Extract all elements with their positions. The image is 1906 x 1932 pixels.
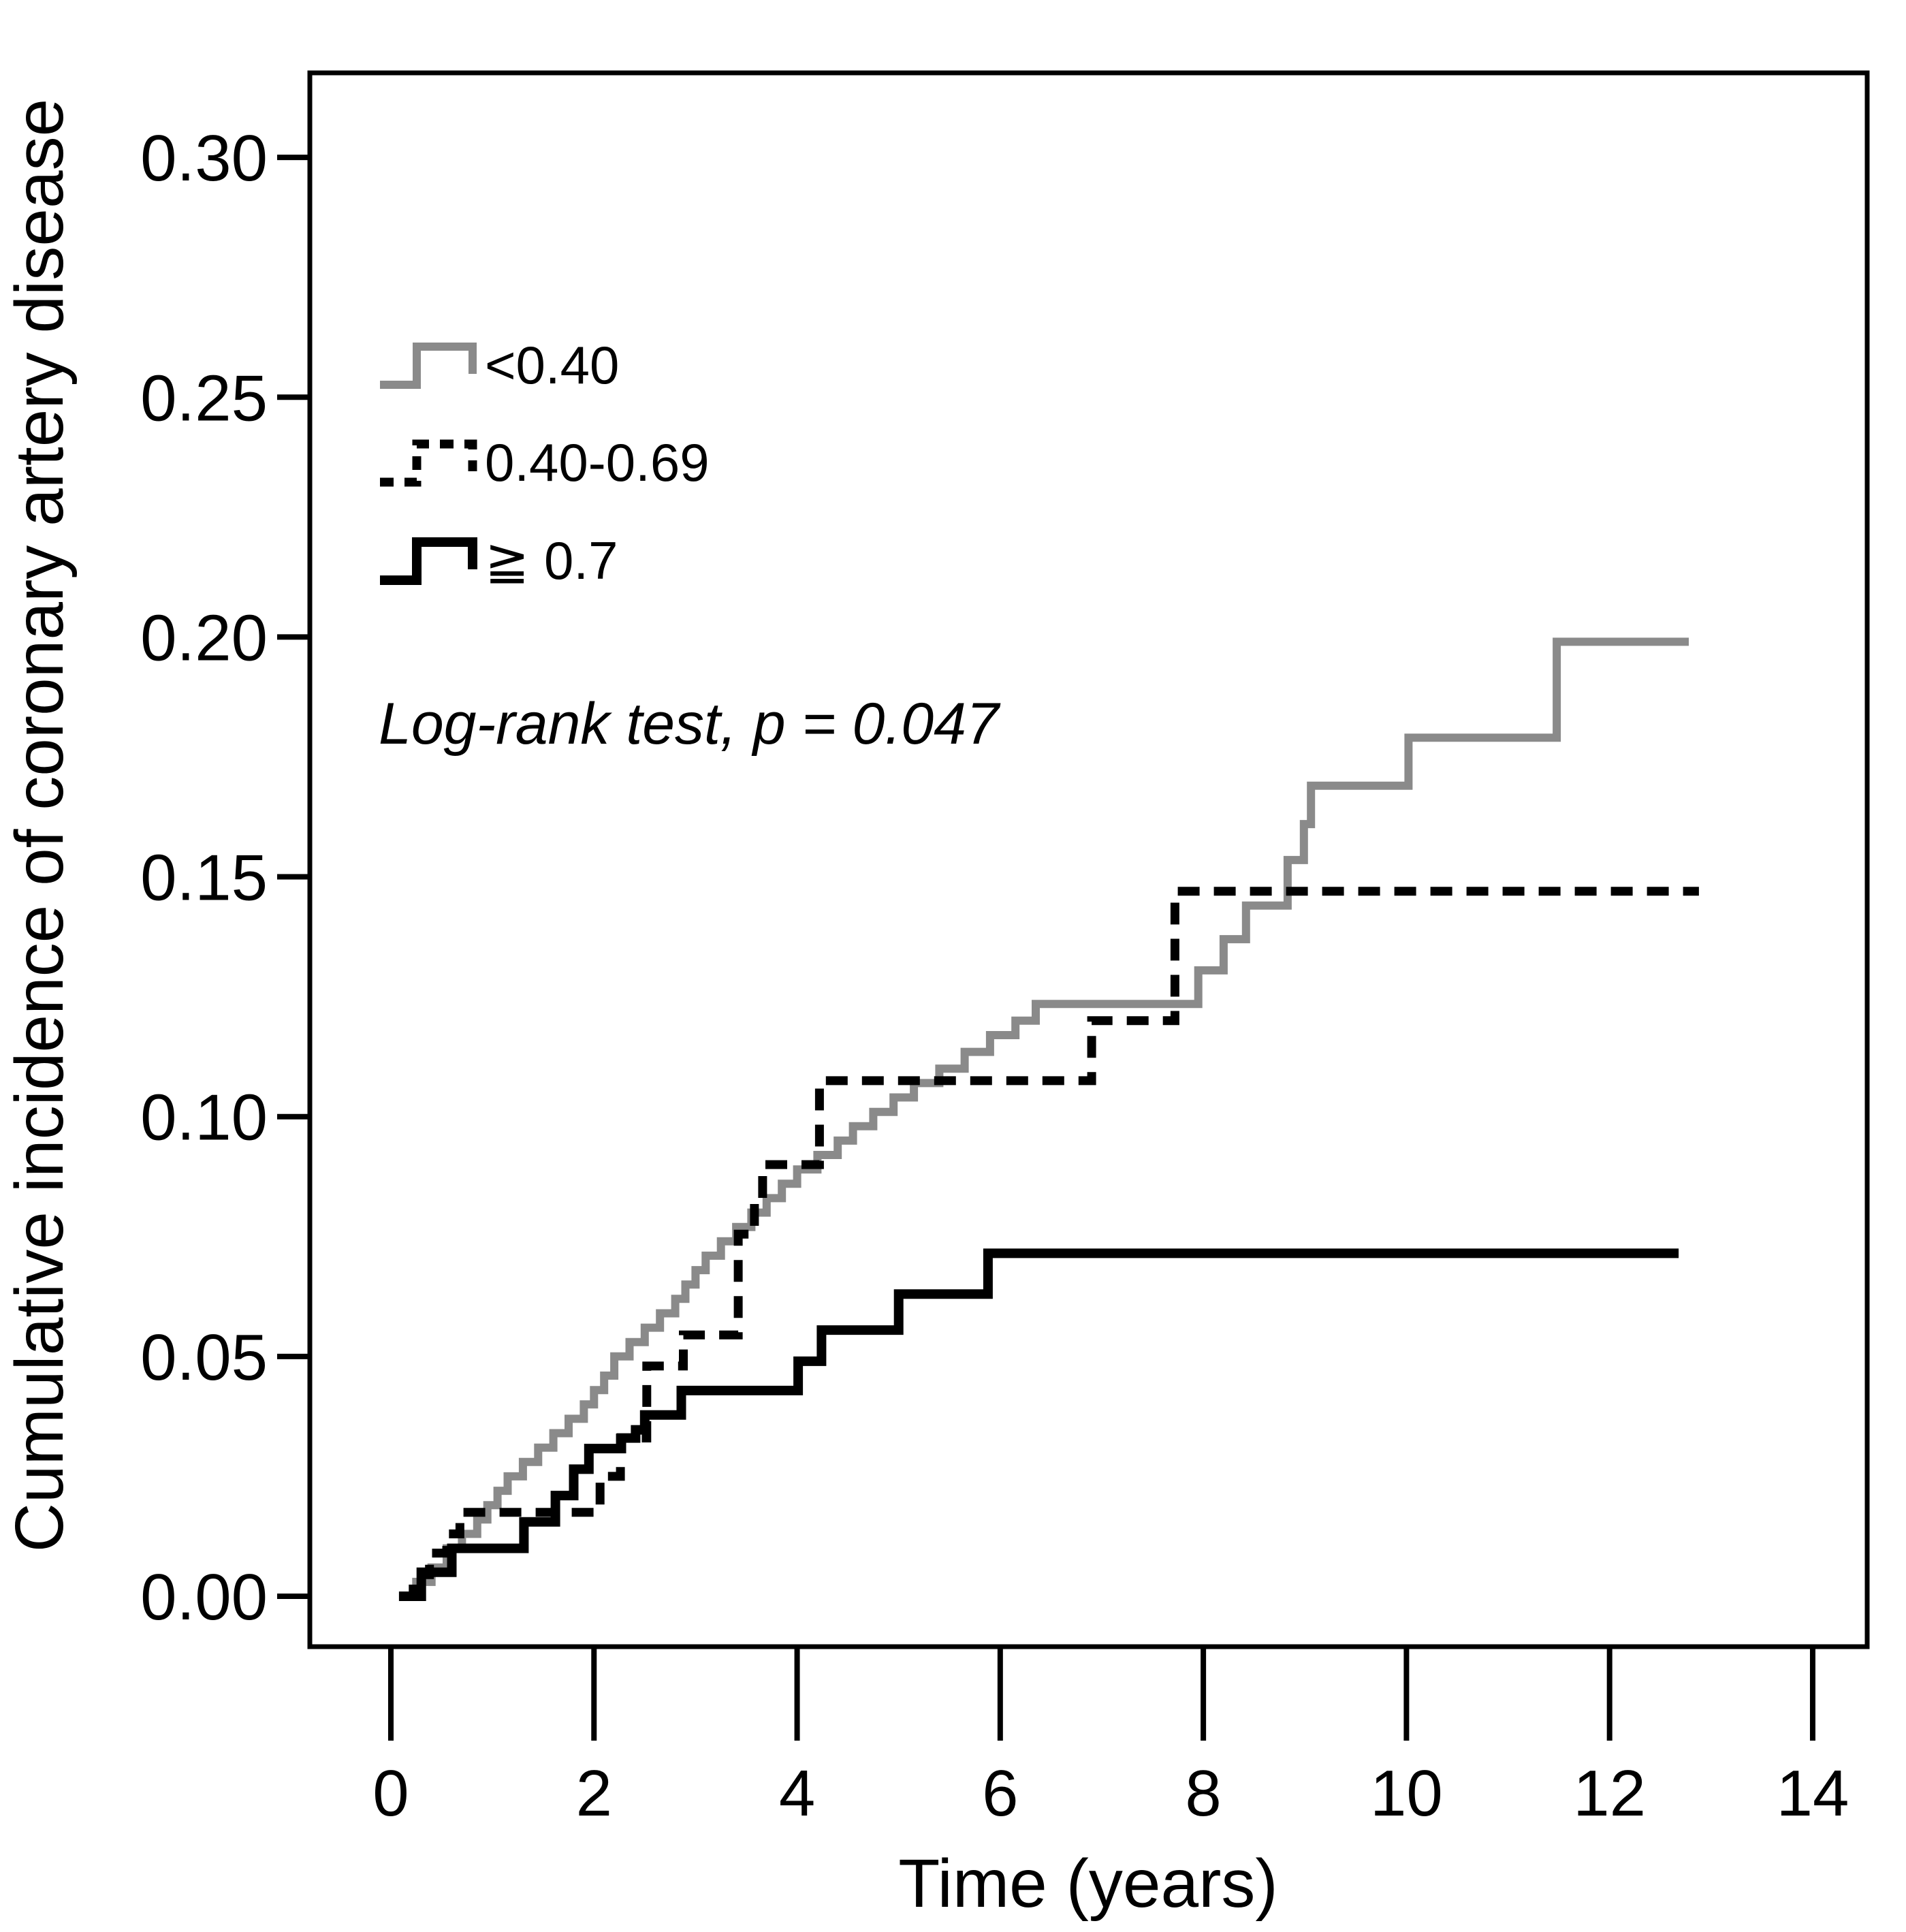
y-tick-label: 0.30 [140, 122, 268, 195]
x-tick-label: 14 [1777, 1757, 1849, 1830]
x-tick-label: 10 [1370, 1757, 1443, 1830]
y-tick-label: 0.25 [140, 362, 268, 434]
log-rank-annotation: Log-rank test, p = 0.047 [379, 691, 1001, 757]
y-tick-label: 0.05 [140, 1321, 268, 1394]
x-tick-label: 8 [1185, 1757, 1221, 1830]
y-tick-label: 0.10 [140, 1081, 268, 1154]
plot-area-frame [307, 70, 1870, 1649]
x-axis-title: Time (years) [898, 1846, 1277, 1922]
y-tick-label: 0.20 [140, 601, 268, 674]
legend-symbol-0 [380, 343, 477, 389]
legend-label-0: <0.40 [485, 335, 619, 395]
x-tick-label: 6 [982, 1757, 1018, 1830]
survival-curve-1 [402, 887, 1699, 1601]
survival-curves [398, 637, 1699, 1601]
x-tick-label: 0 [372, 1757, 409, 1830]
y-axis-title: Cumulative incidence of coronary artery … [1, 99, 78, 1552]
legend-symbol-1 [380, 439, 477, 487]
x-tick-label: 12 [1573, 1757, 1646, 1830]
survival-curve-0 [400, 637, 1689, 1600]
survival-curve-2 [398, 1248, 1679, 1601]
legend-label-1: 0.40-0.69 [485, 432, 710, 492]
x-axis-ticks: 0 2 4 6 8 10 12 14 [372, 1647, 1849, 1830]
legend-label-2: ≧ 0.7 [485, 530, 618, 590]
y-axis-ticks: 0.00 0.05 0.10 0.15 0.20 0.25 0.30 [140, 122, 310, 1634]
legend-symbol-2 [380, 537, 477, 585]
y-tick-label: 0.15 [140, 842, 268, 915]
y-tick-label: 0.00 [140, 1561, 268, 1634]
x-tick-label: 4 [779, 1757, 815, 1830]
legend: <0.40 0.40-0.69 ≧ 0.7 [380, 335, 710, 590]
x-tick-label: 2 [576, 1757, 612, 1830]
